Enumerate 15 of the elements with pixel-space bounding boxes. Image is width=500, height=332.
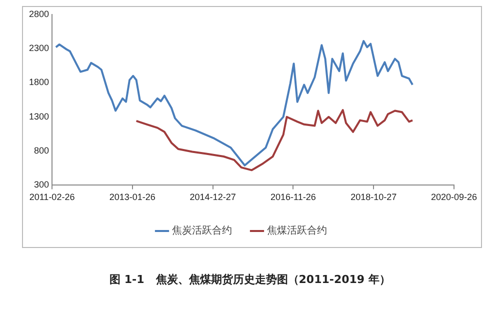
y-tick-label: 2300 <box>28 43 50 54</box>
x-tick-label: 2016-11-26 <box>270 192 316 202</box>
y-tick-label: 800 <box>34 146 50 156</box>
x-tick-label: 2013-01-26 <box>109 192 156 202</box>
y-tick-label: 2800 <box>28 8 50 19</box>
text: 图 1-1 焦炭、焦煤期货历史走势图（2011-2019 年） <box>108 272 392 287</box>
x-tick-label: 2020-09-26 <box>430 192 478 202</box>
x-tick-label: 2014-12-27 <box>190 192 236 202</box>
legend-label: 焦煤活跃合约 <box>267 224 327 237</box>
legend-label: 焦炭活跃合约 <box>172 224 232 237</box>
y-tick-label: 1800 <box>28 77 50 88</box>
y-tick-label: 1300 <box>28 111 50 122</box>
x-tick-label: 2011-02-26 <box>29 192 75 202</box>
x-tick-label: 2018-10-27 <box>350 192 397 202</box>
y-tick-label: 300 <box>34 180 50 190</box>
